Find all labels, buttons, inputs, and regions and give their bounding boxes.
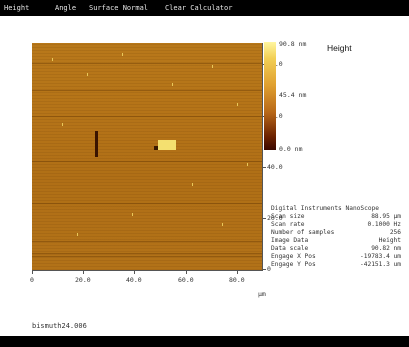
defect-dark-line (95, 131, 98, 157)
info-row: Scan size 88.95 µm (271, 213, 401, 220)
y-tick-label: 20.0 (267, 214, 283, 222)
info-row: Engage X Pos -19783.4 um (271, 253, 401, 260)
menu-bar: Height Angle Surface Normal Clear Calcul… (0, 0, 409, 16)
menu-surface-normal[interactable]: Surface Normal (89, 4, 149, 12)
x-tick-label: 60.0 (178, 276, 194, 284)
colorbar-title: Height (327, 43, 352, 53)
colorbar-min-label: 0.0 nm (279, 145, 303, 153)
x-axis-line (32, 270, 263, 271)
y-tick-label: 40.0 (267, 163, 283, 171)
info-row: Data scale 90.82 nm (271, 245, 401, 252)
height-color-scale (264, 42, 276, 150)
bottom-bar (0, 336, 409, 347)
x-axis-unit: µm (258, 290, 266, 298)
info-row: Image Data Height (271, 237, 401, 244)
info-row: Scan rate 0.1000 Hz (271, 221, 401, 228)
x-tick-label: 0 (30, 276, 34, 284)
info-row: Number of samples 256 (271, 229, 401, 236)
filename-label: bismuth24.006 (32, 322, 87, 330)
y-tick-label: 0 (267, 265, 271, 273)
x-tick-label: 40.0 (126, 276, 142, 284)
menu-clear-calculator[interactable]: Clear Calculator (165, 4, 233, 12)
afm-height-image[interactable] (32, 43, 262, 270)
menu-height[interactable]: Height (4, 4, 30, 12)
info-header: Digital Instruments NanoScope (271, 205, 380, 212)
x-tick-label: 20.0 (75, 276, 91, 284)
y-axis-line (262, 43, 263, 270)
info-row: Engage Y Pos -42151.3 um (271, 261, 401, 268)
defect-bright-spot (158, 140, 176, 150)
colorbar-mid-label: 45.4 nm (279, 91, 307, 99)
scan-info-panel: Digital Instruments NanoScope Scan size 8… (271, 205, 401, 269)
colorbar-max-label: 90.8 nm (279, 40, 307, 48)
menu-angle[interactable]: Angle (55, 4, 77, 12)
x-tick-label: 80.0 (229, 276, 245, 284)
